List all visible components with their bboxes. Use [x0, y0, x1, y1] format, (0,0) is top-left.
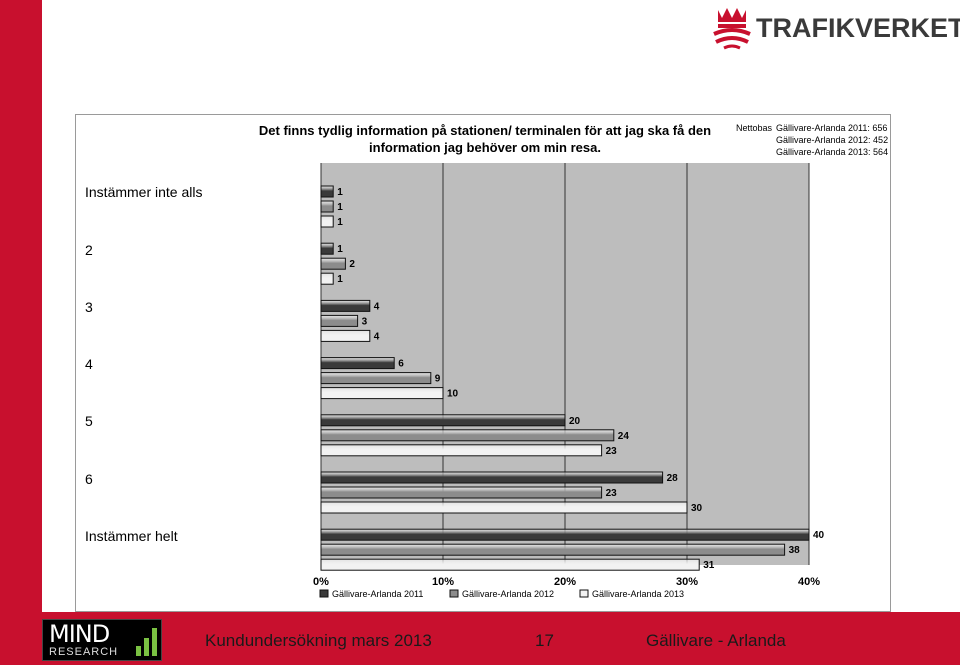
- footer-survey: Kundundersökning mars 2013: [205, 631, 432, 650]
- x-tick-label: 20%: [554, 576, 576, 588]
- bar: [320, 543, 786, 556]
- bar: [320, 299, 371, 312]
- bar: [320, 501, 688, 514]
- bar: [320, 414, 566, 427]
- bar-value-label: 24: [618, 431, 630, 442]
- bar: [320, 200, 334, 213]
- bar: [320, 329, 371, 342]
- bar: [320, 444, 603, 457]
- bar: [320, 357, 395, 370]
- bar-value-label: 30: [691, 503, 703, 514]
- bar-value-label: 10: [447, 389, 459, 400]
- brand-name: TRAFIKVERKET: [756, 13, 960, 43]
- bar-value-label: 23: [606, 446, 618, 457]
- category-label: Instämmer helt: [85, 528, 178, 544]
- bar-value-label: 6: [398, 359, 404, 370]
- footer-route: Gällivare - Arlanda: [646, 631, 786, 650]
- bar-value-label: 38: [789, 545, 801, 556]
- category-label: Instämmer inte alls: [85, 184, 203, 200]
- category-label: 4: [85, 356, 93, 372]
- mind-logo-subtext: RESEARCH: [49, 646, 119, 658]
- legend-label: Gällivare-Arlanda 2011: [332, 589, 423, 599]
- bar-value-label: 23: [606, 488, 618, 499]
- category-label: 3: [85, 299, 93, 315]
- bar: [320, 528, 810, 541]
- bar-value-label: 1: [337, 202, 343, 213]
- legend-swatch: [319, 589, 329, 598]
- bar: [320, 471, 664, 484]
- bar-value-label: 4: [374, 331, 380, 342]
- bar-value-label: 1: [337, 244, 343, 255]
- bar-value-label: 31: [703, 560, 715, 571]
- bar: [320, 314, 359, 327]
- category-label: 2: [85, 242, 93, 258]
- bar: [320, 215, 334, 228]
- bar-value-label: 1: [337, 274, 343, 285]
- x-tick-label: 40%: [798, 576, 820, 588]
- category-label: 6: [85, 471, 93, 487]
- netto-line-2011: Gällivare-Arlanda 2011: 656: [776, 123, 888, 133]
- x-tick-label: 10%: [432, 576, 454, 588]
- crown-emblem-icon: [713, 8, 751, 50]
- bar: [320, 372, 432, 385]
- legend-label: Gällivare-Arlanda 2013: [592, 589, 684, 599]
- bar-value-label: 40: [813, 530, 825, 541]
- netto-label: Nettobas: [736, 123, 773, 133]
- bar: [320, 387, 444, 400]
- legend-swatch: [579, 589, 589, 598]
- trafikverket-logo: [708, 4, 960, 50]
- mind-logo-text: MIND: [49, 620, 110, 648]
- bar-value-label: 1: [337, 217, 343, 228]
- legend-label: Gällivare-Arlanda 2012: [462, 589, 554, 599]
- x-tick-label: 0%: [313, 576, 329, 588]
- footer-page-number: 17: [535, 631, 554, 650]
- netto-line-2013: Gällivare-Arlanda 2013: 564: [776, 147, 889, 157]
- bar-value-label: 9: [435, 374, 441, 385]
- netto-line-2012: Gällivare-Arlanda 2012: 452: [776, 135, 889, 145]
- bar: [320, 242, 334, 255]
- bar: [320, 185, 334, 198]
- bar-value-label: 20: [569, 416, 581, 427]
- chart-title: Det finns tydlig information på statione…: [258, 123, 712, 155]
- netto-values: Gällivare-Arlanda 2011: 656 Gällivare-Ar…: [776, 122, 888, 158]
- bar-value-label: 28: [667, 473, 679, 484]
- legend-swatch: [449, 589, 459, 598]
- mind-research-logo: MIND RESEARCH: [42, 619, 162, 661]
- bar-value-label: 3: [362, 316, 368, 327]
- bar-value-label: 2: [349, 259, 355, 270]
- bar: [320, 429, 615, 442]
- bar-chart: 0% 10% 20% 30% 40%11112143469102024232823304…: [313, 163, 825, 599]
- left-accent-band: [0, 0, 42, 665]
- bar-value-label: 1: [337, 187, 343, 198]
- bar-value-label: 4: [374, 301, 380, 312]
- bar: [320, 486, 603, 499]
- category-label: 5: [85, 413, 93, 429]
- x-tick-label: 30%: [676, 576, 698, 588]
- signal-bars-icon: [136, 628, 157, 656]
- bar: [320, 257, 346, 270]
- bar: [320, 558, 700, 571]
- bar: [320, 272, 334, 285]
